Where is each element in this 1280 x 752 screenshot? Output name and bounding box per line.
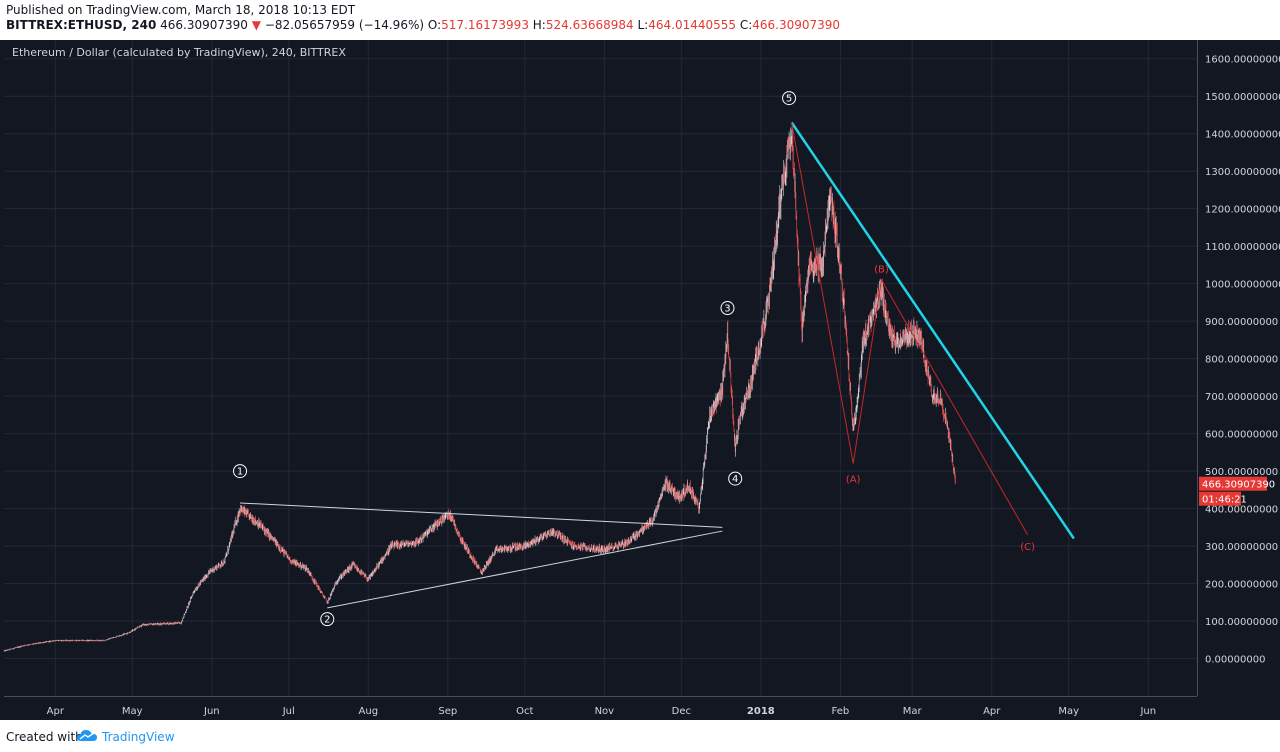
- y-tick-label: 400.00000000: [1205, 505, 1278, 516]
- price-chart[interactable]: 1600.000000001500.000000001400.000000001…: [0, 40, 1280, 720]
- y-tick-label: 0.00000000: [1205, 655, 1265, 666]
- high-label: H:: [532, 18, 546, 32]
- wave-label: 3: [724, 304, 730, 315]
- x-tick-label: Jul: [282, 706, 295, 717]
- y-tick-label: 200.00000000: [1205, 580, 1278, 591]
- wave-circle: [728, 471, 743, 486]
- wave-label: 1: [237, 467, 243, 478]
- published-line: Published on TradingView.com, March 18, …: [6, 3, 356, 17]
- y-tick-label: 1600.00000000: [1205, 55, 1280, 66]
- change-value: −82.05657959 (−14.96%): [264, 18, 425, 32]
- y-tick-label: 700.00000000: [1205, 392, 1278, 403]
- y-tick-label: 1400.00000000: [1205, 130, 1280, 141]
- x-tick-label: Apr: [47, 706, 65, 717]
- x-tick-label: Feb: [832, 706, 850, 717]
- wave-label: (A): [846, 475, 861, 486]
- close-label: C:: [739, 18, 753, 32]
- x-tick-label: May: [1058, 706, 1079, 717]
- open-value: 517.16173993: [441, 18, 529, 32]
- triangle-lower: [327, 530, 723, 609]
- wave-circle: [233, 464, 248, 479]
- tradingview-cloud-icon: [77, 730, 97, 741]
- countdown-tag: 01:46:21: [1202, 495, 1247, 506]
- wave-circle: [320, 612, 335, 627]
- wave-label: (C): [1020, 542, 1035, 553]
- y-tick-label: 1200.00000000: [1205, 205, 1280, 216]
- chart-panel[interactable]: 1600.00000000 1500.00000000 1400.00000000 1…: [0, 40, 1280, 720]
- last-price-tag-bg: [1199, 476, 1267, 491]
- wave-label: 2: [324, 615, 330, 626]
- wave-label: 5: [786, 94, 792, 105]
- y-tick-label: 500.00000000: [1205, 467, 1278, 478]
- chart-title: Ethereum / Dollar (calculated by Trading…: [12, 46, 346, 59]
- x-tick-label: Jun: [1139, 706, 1156, 717]
- x-tick-label: Sep: [438, 706, 457, 717]
- high-value: 524.63668984: [545, 18, 634, 32]
- change-down-icon: ▼: [251, 18, 261, 32]
- y-tick-label: 800.00000000: [1205, 355, 1278, 366]
- wave-circle: [720, 301, 735, 316]
- y-tick-label: 900.00000000: [1205, 317, 1278, 328]
- quote-line: BITTREX:ETHUSD, 240 466.30907390 ▼ −82.0…: [6, 18, 840, 32]
- resistance-line: [790, 121, 1075, 540]
- countdown-tag-bg: [1199, 491, 1241, 506]
- last-price: 466.30907390: [160, 18, 248, 32]
- x-tick-label: 2018: [747, 706, 775, 717]
- header-bar: Published on TradingView.com, March 18, …: [0, 0, 1280, 40]
- x-tick-label: Oct: [516, 706, 533, 717]
- correction-path: [791, 122, 1029, 536]
- y-tick-label: 1100.00000000: [1205, 242, 1280, 253]
- y-tick-label: 600.00000000: [1205, 430, 1278, 441]
- y-tick-label: 1000.00000000: [1205, 280, 1280, 291]
- close-value: 466.30907390: [752, 18, 841, 32]
- x-tick-label: Mar: [903, 706, 923, 717]
- low-label: L:: [637, 18, 649, 32]
- last-price-tag: 466.30907390: [1202, 480, 1275, 491]
- symbol-label: BITTREX:ETHUSD, 240: [6, 18, 157, 32]
- tradingview-brand[interactable]: TradingView: [102, 730, 175, 744]
- x-tick-label: Apr: [983, 706, 1001, 717]
- y-tick-label: 300.00000000: [1205, 542, 1278, 553]
- x-tick-label: May: [122, 706, 143, 717]
- chart-background: [0, 40, 1280, 720]
- created-with-label: Created with: [6, 730, 83, 744]
- triangle-upper: [240, 502, 723, 528]
- x-tick-label: Dec: [672, 706, 691, 717]
- x-tick-label: Aug: [359, 706, 379, 717]
- low-value: 464.01440555: [648, 18, 737, 32]
- x-tick-label: Nov: [595, 706, 615, 717]
- x-tick-label: Jun: [203, 706, 220, 717]
- footer-bar: Created with TradingView: [0, 720, 1280, 752]
- y-tick-label: 100.00000000: [1205, 617, 1278, 628]
- y-tick-label: 1300.00000000: [1205, 167, 1280, 178]
- wave-circle: [782, 91, 797, 106]
- y-tick-label: 1500.00000000: [1205, 92, 1280, 103]
- wave-label: 4: [732, 474, 738, 485]
- open-label: O:: [427, 18, 442, 32]
- wave-label: (B): [874, 265, 889, 276]
